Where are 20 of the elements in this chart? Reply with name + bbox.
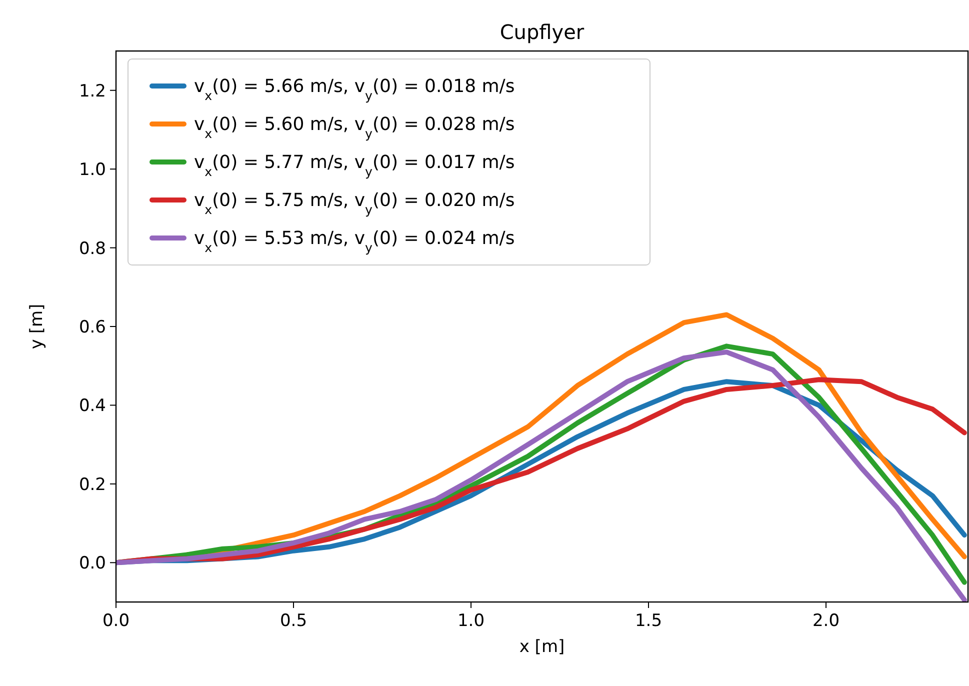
y-tick-label: 0.2 [78, 474, 106, 495]
y-tick-label: 0.4 [78, 396, 106, 416]
y-tick-label: 0.6 [78, 318, 106, 338]
legend-label: v$_{x}$(0) = 5.77 m/s, v$_{y}$(0) = 0.017 m/s [194, 152, 515, 178]
x-tick-label: 2.0 [812, 611, 840, 631]
legend-label: v$_{x}$(0) = 5.53 m/s, v$_{y}$(0) = 0.024 m/s [194, 228, 515, 254]
legend-label: v$_{x}$(0) = 5.75 m/s, v$_{y}$(0) = 0.020 m/s [194, 190, 515, 216]
y-tick-label: 1.2 [78, 81, 106, 102]
y-tick-label: 0.0 [78, 554, 106, 574]
y-tick-label: 0.8 [78, 238, 106, 259]
x-tick-label: 1.0 [457, 611, 485, 631]
legend-label: v$_{x}$(0) = 5.66 m/s, v$_{y}$(0) = 0.018 m/s [194, 76, 515, 102]
legend-label: v$_{x}$(0) = 5.60 m/s, v$_{y}$(0) = 0.028 m/s [194, 114, 515, 140]
x-tick-label: 0.5 [280, 611, 308, 631]
chart-title: Cupflyer [500, 20, 585, 44]
x-tick-label: 0.0 [102, 611, 130, 631]
y-axis-title: y [m] [27, 304, 47, 350]
y-tick-label: 1.0 [78, 160, 106, 180]
x-axis-title: x [m] [519, 637, 565, 657]
x-tick-label: 1.5 [634, 611, 662, 631]
